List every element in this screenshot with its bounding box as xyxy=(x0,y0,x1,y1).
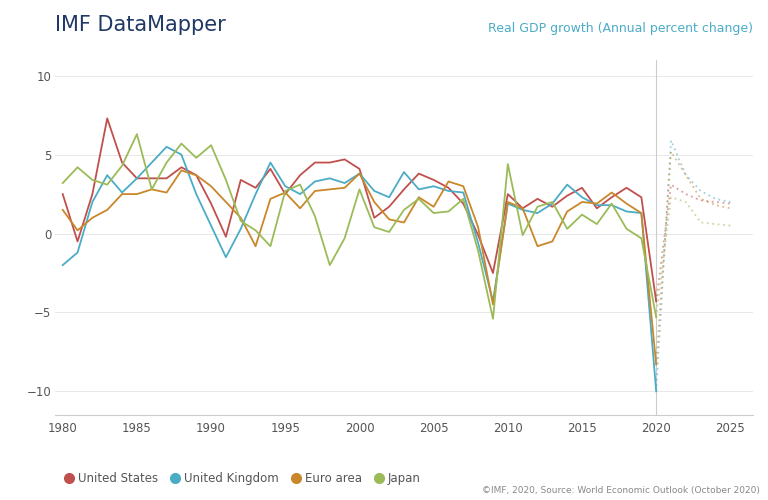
Text: Real GDP growth (Annual percent change): Real GDP growth (Annual percent change) xyxy=(488,22,753,35)
Legend: United States, United Kingdom, Euro area, Japan: United States, United Kingdom, Euro area… xyxy=(61,467,425,489)
Text: IMF DataMapper: IMF DataMapper xyxy=(55,15,226,35)
Text: ©IMF, 2020, Source: World Economic Outlook (October 2020): ©IMF, 2020, Source: World Economic Outlo… xyxy=(482,486,760,495)
